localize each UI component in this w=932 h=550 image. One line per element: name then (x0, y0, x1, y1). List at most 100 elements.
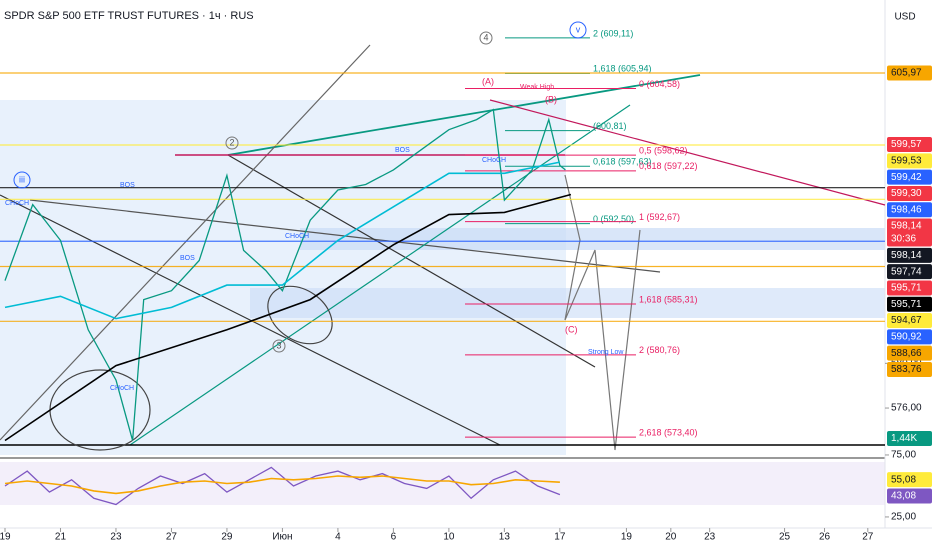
x-tick-label: 10 (443, 532, 455, 543)
fib-label: 1,618 (605,94) (593, 64, 652, 74)
price-tag-label: 590,92 (891, 331, 922, 342)
price-tag (887, 296, 932, 312)
rsi-band (0, 462, 885, 505)
wave-circle (272, 339, 286, 353)
price-tag (887, 169, 932, 185)
wave-circle (13, 171, 31, 189)
price-tag-label: 598,14 (891, 221, 922, 232)
price-tag (887, 153, 932, 169)
price-tag-label: 583,76 (891, 364, 922, 375)
price-tag (887, 361, 932, 377)
price-tag (887, 488, 932, 504)
volume-tag (887, 431, 932, 446)
price-tag (887, 472, 932, 488)
trend-line (0, 44, 371, 441)
x-tick-label: 25 (779, 532, 791, 543)
x-tick-label: Июн (272, 532, 292, 543)
price-tag-label: 595,71 (891, 283, 922, 294)
fib-label: 0 (592,50) (593, 214, 634, 224)
series-line (4, 475, 560, 495)
annotation: CHoCH (285, 233, 309, 240)
price-tag (887, 329, 932, 345)
x-tick-label: 17 (554, 532, 566, 543)
price-tag (887, 313, 932, 329)
price-tag-label: 605,97 (891, 68, 922, 79)
wave-circle (479, 31, 493, 45)
annotation: BOS (395, 147, 410, 154)
annotation: CHoCH (110, 385, 134, 392)
x-tick-label: 27 (166, 532, 178, 543)
annotation: Weak High (520, 84, 554, 91)
series-line (4, 108, 566, 441)
plot-layer (0, 72, 885, 506)
annotation: CHoCH (482, 157, 506, 164)
y-tick-label: 25,00 (891, 512, 916, 523)
price-tag (887, 345, 932, 361)
marker-ellipse (267, 285, 333, 345)
fib-label: 1 (592,67) (639, 212, 680, 222)
wave-label: 3 (276, 340, 281, 350)
annotation: BOS (180, 255, 195, 262)
trend-line (227, 154, 596, 368)
fib-label: 2 (609,11) (593, 28, 633, 38)
series-line (4, 193, 572, 442)
price-tag-label: 599,30 (891, 188, 922, 199)
fib-layer: 2 (609,11) 1,618 (605,94) 0 (604,58) (600,8… (465, 28, 698, 438)
x-tick-label: 23 (704, 532, 716, 543)
price-tag-label: 55,08 (891, 474, 916, 485)
wave-label: 2 (229, 137, 234, 147)
fib-label: 0 (604,58) (639, 79, 680, 89)
fib-label: 0,618 (597,63) (593, 157, 652, 167)
x-tick-label: 13 (499, 532, 511, 543)
x-tick-label: 4 (335, 532, 341, 543)
volume-tag-label: 1,44K (891, 433, 917, 444)
price-tag-label: 599,42 (891, 172, 922, 183)
fib-label: 0,5 (598,62) (639, 146, 688, 156)
wave-label: 4 (483, 32, 488, 42)
price-tag (887, 247, 932, 263)
wave-circle (225, 136, 239, 150)
price-tag-label: 594,67 (891, 315, 922, 326)
countdown: 30:36 (891, 234, 916, 245)
x-tick-label: 29 (221, 532, 233, 543)
annotations: BOS BOS BOS CHoCH CHoCH CHoCH CHoCH Weak… (5, 21, 624, 392)
price-tag (887, 280, 932, 296)
wave-label: v (576, 24, 581, 34)
unit-label: USD (894, 12, 915, 23)
price-tag-label: 599,53 (891, 155, 922, 166)
price-tag (887, 218, 932, 247)
y-tick-label: 576,00 (891, 403, 922, 414)
price-tag-label: 599,57 (891, 139, 922, 150)
price-tag-label: 597,74 (891, 266, 922, 277)
fib-label: (600,81) (593, 121, 627, 131)
range-zone (0, 100, 566, 455)
wave-label: (A) (482, 76, 494, 86)
wave-label: iii (19, 174, 25, 184)
price-tag (887, 65, 932, 81)
price-tag (887, 185, 932, 201)
series-line (4, 466, 561, 506)
wave-circle (569, 21, 587, 39)
chart-title: SPDR S&P 500 ETF TRUST FUTURES · 1ч · RU… (4, 10, 254, 22)
price-tag-label: 595,71 (891, 299, 922, 310)
x-tick-label: 19 (621, 532, 633, 543)
x-tick-label: 19 (0, 532, 11, 543)
trend-line (0, 194, 501, 446)
fib-label: 2,618 (573,40) (639, 427, 698, 437)
price-tag-label: 43,08 (891, 491, 916, 502)
price-tag-label: 598,14 (891, 250, 922, 261)
price-tag (887, 137, 932, 153)
series-line (4, 161, 561, 320)
price-tag (887, 264, 932, 280)
fib-label: 2 (580,76) (639, 345, 680, 355)
fib-label: 0,618 (597,22) (639, 161, 698, 171)
x-tick-label: 6 (391, 532, 397, 543)
wave-label: (C) (565, 324, 578, 334)
price-tag-label: 598,46 (891, 204, 922, 215)
x-tick-label: 20 (665, 532, 677, 543)
wave-label: (B) (545, 94, 557, 104)
projection (564, 174, 641, 451)
x-tick-label: 23 (110, 532, 122, 543)
